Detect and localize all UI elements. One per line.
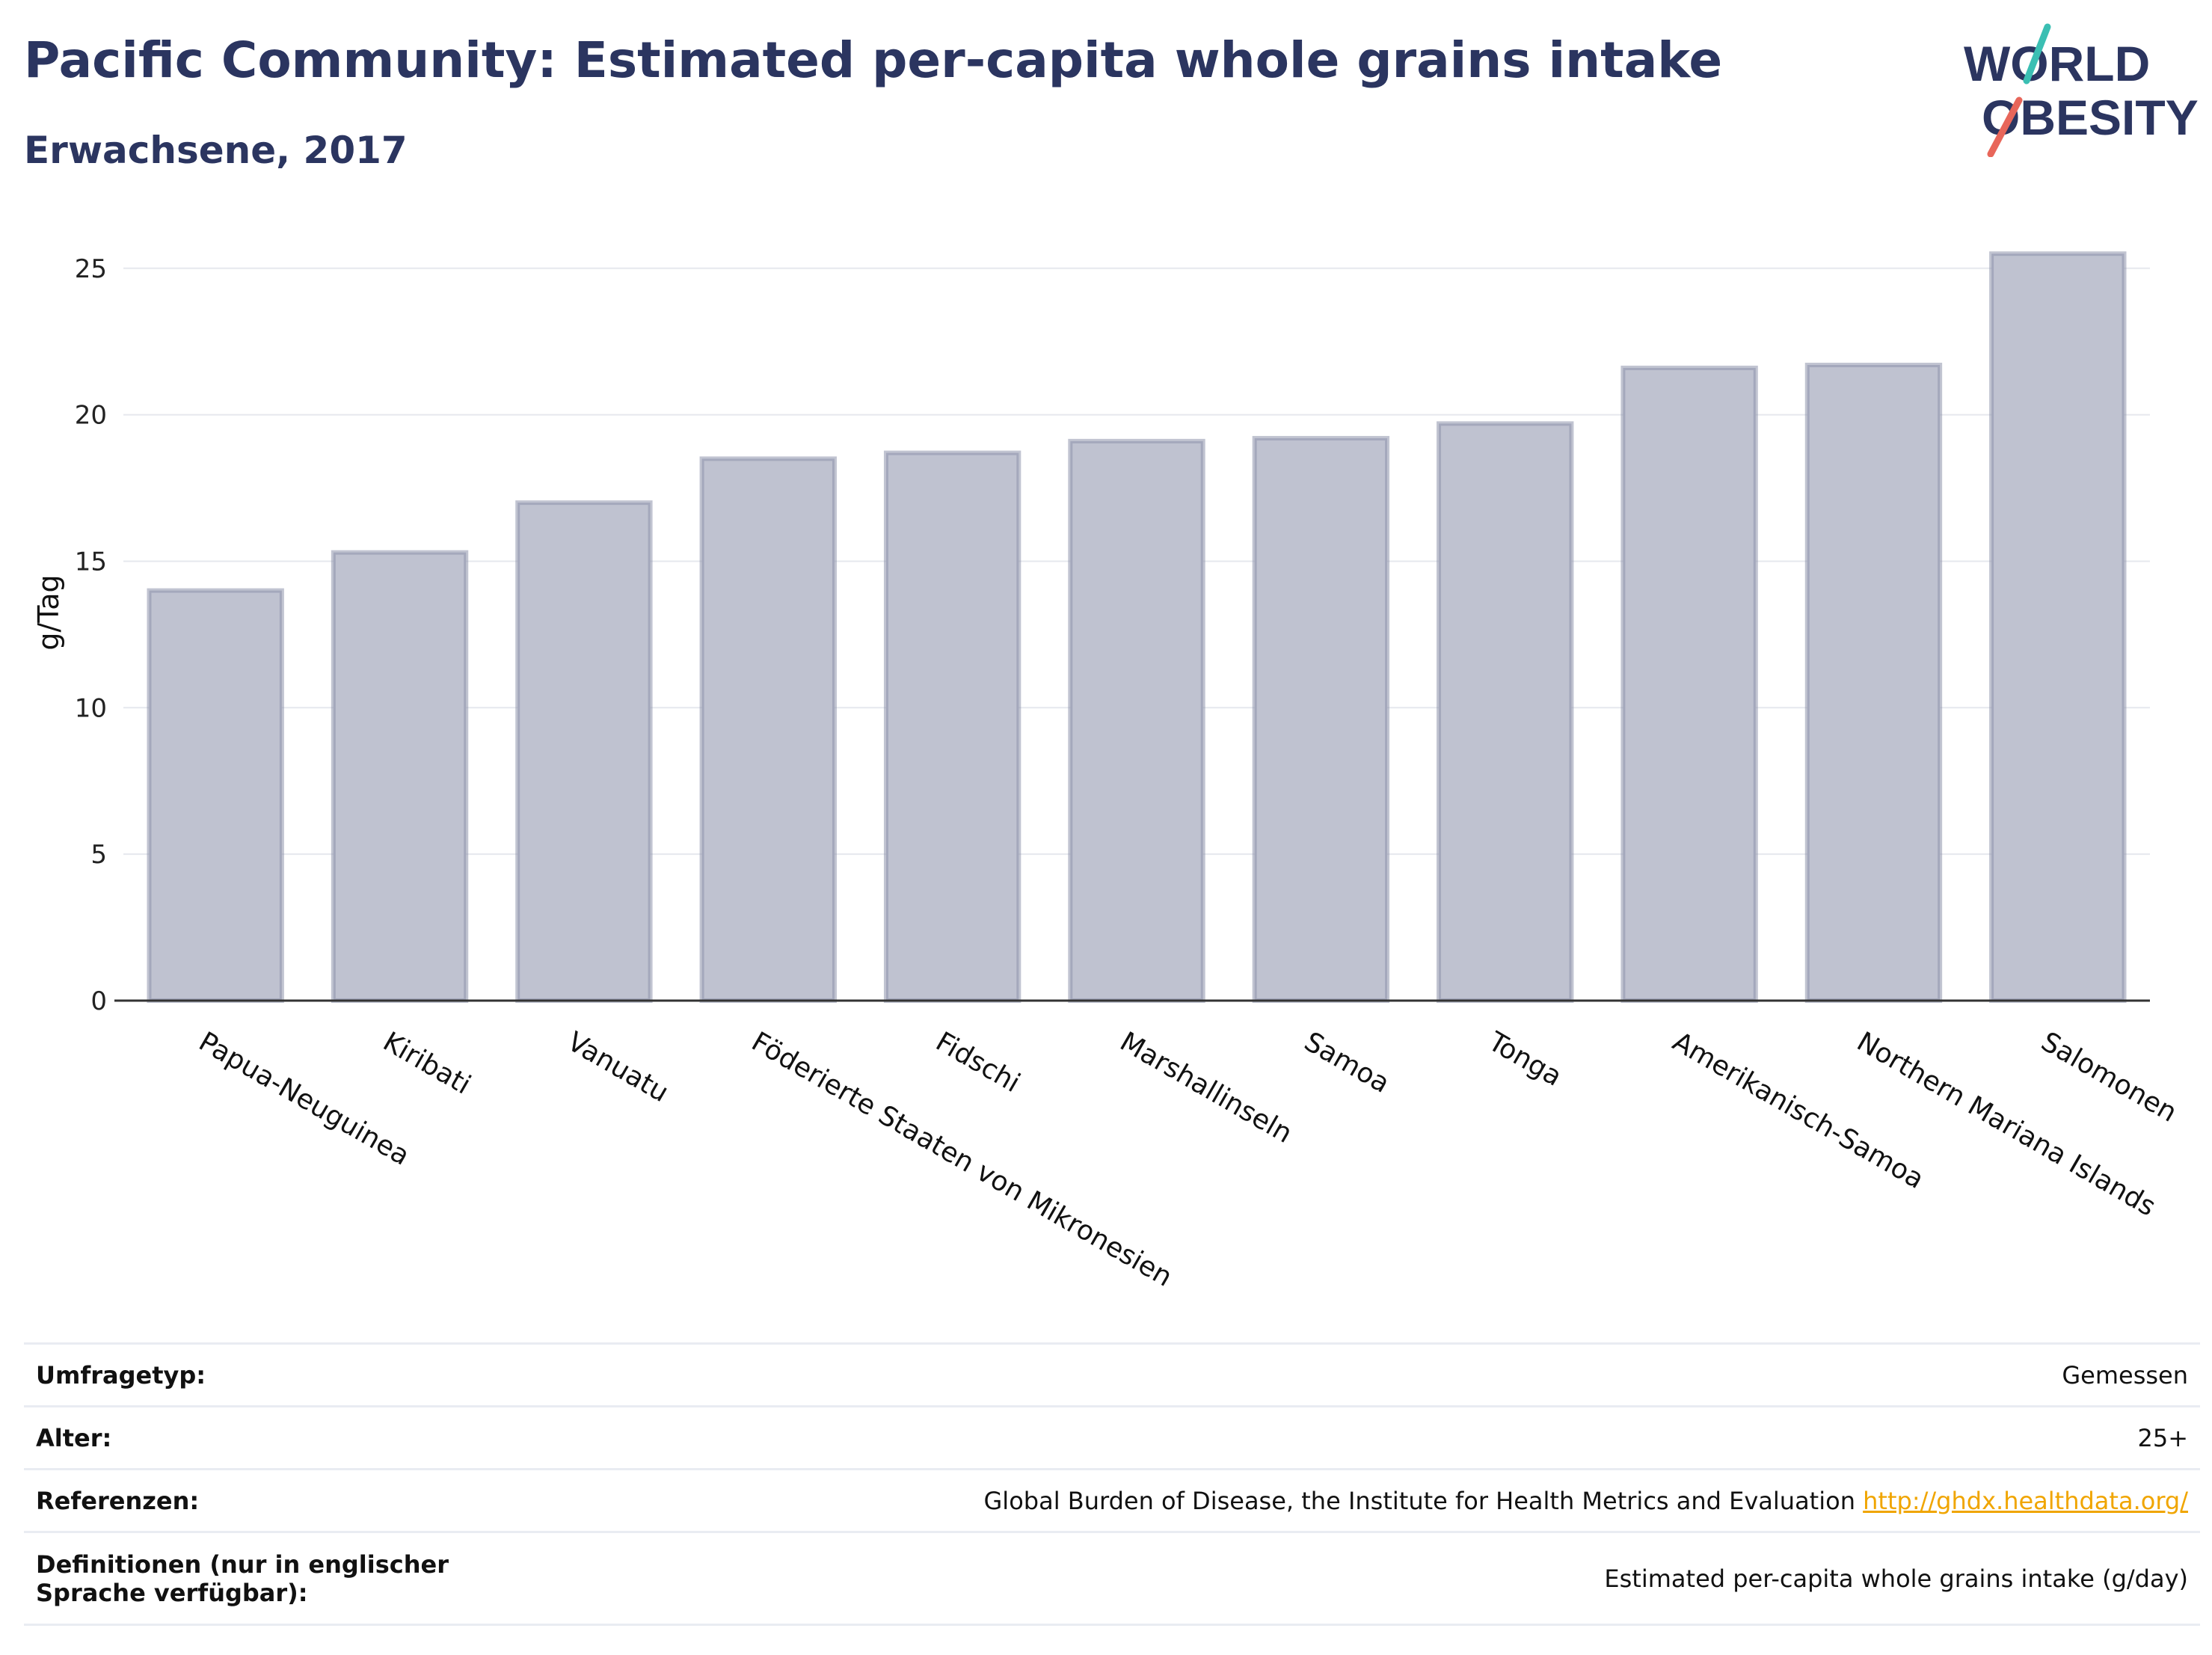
bar xyxy=(1620,365,1758,1003)
logo-line1: WORLD xyxy=(1964,36,2150,91)
bar xyxy=(331,550,469,1003)
meta-value-references: Global Burden of Disease, the Institute … xyxy=(984,1487,2189,1515)
x-tick-label: Kiribati xyxy=(378,1026,476,1100)
meta-value: Estimated per-capita whole grains intake… xyxy=(1604,1564,2188,1593)
x-tick-label: Marshallinseln xyxy=(1115,1026,1297,1149)
reference-link[interactable]: http://ghdx.healthdata.org/ xyxy=(1863,1486,2188,1515)
y-tick-label: 5 xyxy=(90,840,107,870)
x-tick-label: Samoa xyxy=(1299,1026,1395,1099)
y-tick-label: 25 xyxy=(75,254,107,284)
bar xyxy=(147,588,284,1003)
y-axis-label: g/Tag xyxy=(32,574,65,650)
y-tick-label: 15 xyxy=(75,547,107,577)
logo-slash-top xyxy=(2023,23,2051,85)
x-tick-label: Tonga xyxy=(1483,1026,1567,1093)
bar xyxy=(699,456,837,1003)
y-tick-label: 10 xyxy=(75,693,107,723)
world-obesity-logo: WORLD OBESITY xyxy=(1964,23,2199,157)
bar xyxy=(515,500,653,1003)
bar xyxy=(1252,435,1390,1003)
logo-slash-bottom xyxy=(1987,96,2023,157)
meta-label: Umfragetyp: xyxy=(36,1360,206,1390)
meta-row-references: Referenzen: Global Burden of Disease, th… xyxy=(24,1470,2200,1533)
meta-label: Referenzen: xyxy=(36,1486,200,1515)
x-tick-label: Northern Mariana Islands xyxy=(1852,1026,2160,1222)
y-tick-label: 20 xyxy=(75,401,107,431)
meta-value: 25+ xyxy=(2137,1423,2188,1452)
meta-label: Alter: xyxy=(36,1423,112,1452)
bar xyxy=(883,450,1021,1003)
bar xyxy=(1437,421,1574,1003)
reference-text: Global Burden of Disease, the Institute … xyxy=(983,1486,1855,1515)
meta-row-definitions: Definitionen (nur in englischer Sprache … xyxy=(24,1533,2200,1626)
bar xyxy=(1989,251,2127,1003)
bars xyxy=(147,251,2127,1004)
meta-value: Gemessen xyxy=(2062,1360,2188,1390)
meta-row-age: Alter: 25+ xyxy=(24,1407,2200,1470)
x-tick-label: Vanuatu xyxy=(562,1026,674,1108)
bar xyxy=(1068,438,1205,1003)
x-tick-label: Fidschi xyxy=(930,1026,1024,1099)
metadata-table: Umfragetyp: Gemessen Alter: 25+ Referenz… xyxy=(24,1342,2200,1626)
x-tick-label: Salomonen xyxy=(2036,1026,2182,1128)
page-subtitle: Erwachsene, 2017 xyxy=(24,129,408,172)
meta-row-survey-type: Umfragetyp: Gemessen xyxy=(24,1345,2200,1407)
y-tick-label: 0 xyxy=(90,986,107,1016)
meta-label: Definitionen (nur in englischer Sprache … xyxy=(36,1550,449,1607)
page-title: Pacific Community: Estimated per-capita … xyxy=(24,31,1723,89)
bar xyxy=(1804,363,1943,1004)
